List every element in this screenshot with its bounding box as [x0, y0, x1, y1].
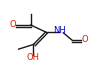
Text: O: O — [81, 34, 88, 44]
Text: O: O — [10, 20, 16, 29]
Text: NH: NH — [53, 26, 66, 35]
Text: OH: OH — [27, 53, 40, 62]
